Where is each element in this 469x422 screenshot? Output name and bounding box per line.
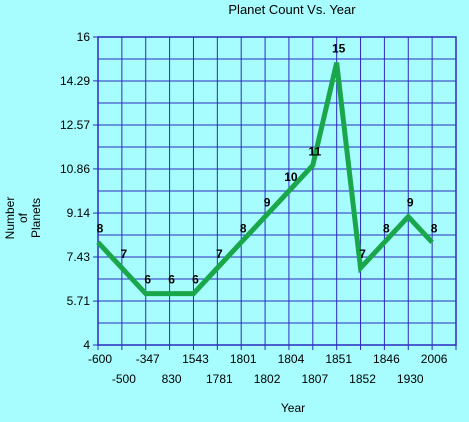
- data-label: 7: [121, 247, 128, 261]
- y-tick-label: 14.29: [60, 74, 90, 88]
- data-label: 7: [359, 247, 366, 261]
- y-tick-label: 7.43: [67, 250, 91, 264]
- data-label: 8: [240, 221, 247, 235]
- y-axis-label-line3: Planets: [29, 198, 43, 238]
- x-tick-label: -347: [136, 352, 160, 366]
- x-tick-label: 1846: [373, 352, 400, 366]
- x-tick-label: 2006: [421, 352, 448, 366]
- chart-title: Planet Count Vs. Year: [228, 2, 356, 17]
- data-labels: 8 7 6 6 6 7 8 9 10 11 15 7 8 9 8: [97, 42, 438, 287]
- y-tick-label: 10.86: [60, 162, 90, 176]
- data-line: [96, 62, 434, 297]
- x-tick-label: 1804: [278, 352, 305, 366]
- y-tick-label: 9.14: [67, 206, 91, 220]
- data-label: 8: [383, 221, 390, 235]
- x-axis-label: Year: [281, 401, 305, 415]
- data-label: 15: [332, 42, 346, 56]
- data-label: 8: [97, 221, 104, 235]
- data-label: 11: [308, 144, 321, 158]
- data-label: 6: [144, 273, 151, 287]
- y-tick-label: 4: [83, 338, 90, 352]
- x-tick-label: 1802: [254, 372, 281, 386]
- series-line: [96, 62, 434, 297]
- x-tick-label: 1543: [182, 352, 209, 366]
- y-tick-label: 12.57: [60, 118, 90, 132]
- x-tick-label: 1801: [230, 352, 257, 366]
- data-label: 8: [431, 221, 438, 235]
- data-label: 6: [168, 273, 175, 287]
- x-tick-label: 1807: [301, 372, 328, 386]
- x-tick-label: 1930: [397, 372, 424, 386]
- data-label: 9: [264, 196, 271, 210]
- y-tick-label: 5.71: [67, 294, 91, 308]
- y-axis-label-line2: of: [16, 212, 30, 223]
- data-label: 6: [192, 273, 199, 287]
- x-tick-label: -500: [112, 372, 136, 386]
- plot-grid: [97, 36, 457, 350]
- x-tick-label: -600: [88, 352, 112, 366]
- data-label: 9: [407, 196, 414, 210]
- y-tick-labels: 4 5.71 7.43 9.14 10.86 12.57 14.29 16: [60, 30, 98, 352]
- x-tick-label: 1781: [206, 372, 233, 386]
- x-tick-label: 1851: [325, 352, 352, 366]
- y-tick-label: 16: [77, 30, 91, 44]
- data-label: 7: [216, 247, 223, 261]
- x-tick-label: 1852: [349, 372, 376, 386]
- x-tick-label: 830: [162, 372, 182, 386]
- y-axis-label-line1: Number: [3, 197, 17, 240]
- data-label: 10: [284, 170, 298, 184]
